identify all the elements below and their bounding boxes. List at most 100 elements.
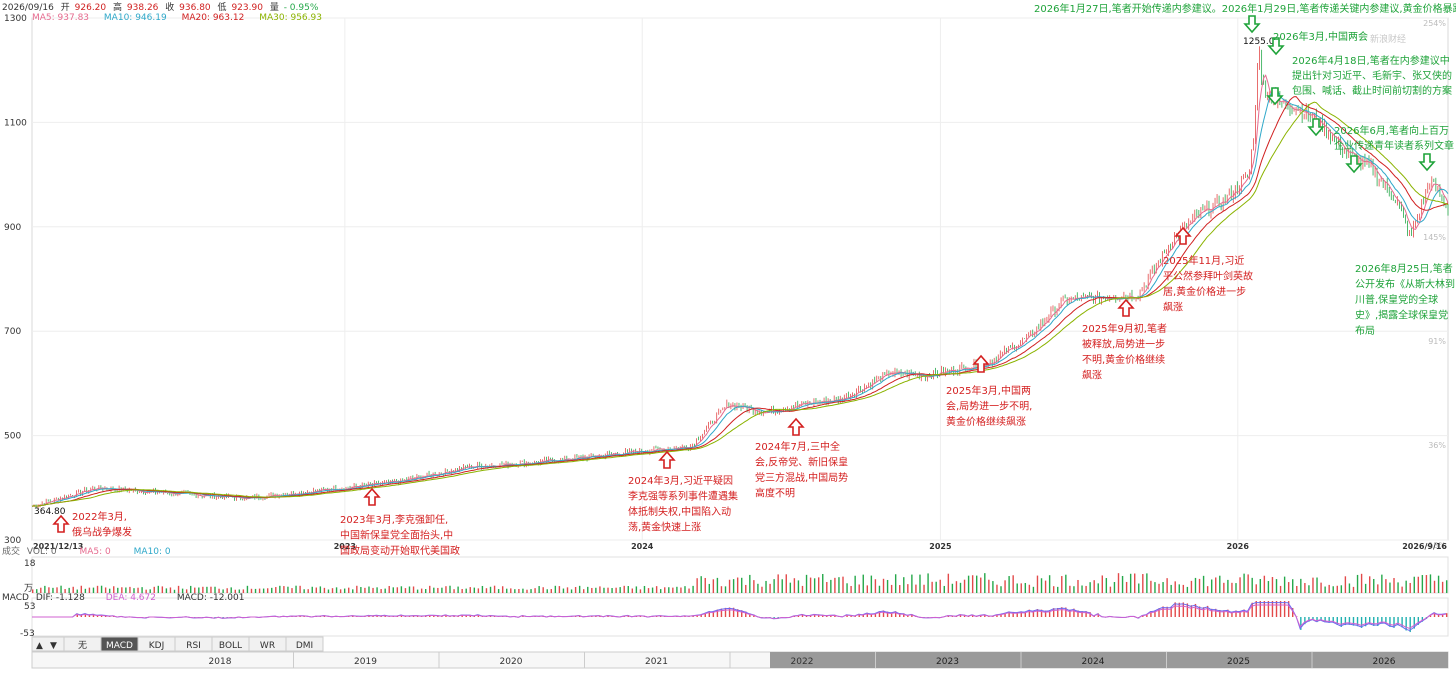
volume-bar bbox=[275, 587, 277, 593]
volume-bar bbox=[1146, 573, 1148, 593]
arrow-up-icon bbox=[1117, 298, 1135, 317]
volume-bar bbox=[1004, 580, 1006, 593]
volume-bar bbox=[595, 587, 597, 593]
volume-bar bbox=[882, 578, 885, 593]
arrow-down-icon bbox=[1267, 37, 1285, 56]
volume-bar bbox=[477, 588, 480, 593]
volume-bar bbox=[631, 588, 634, 593]
volume-bar bbox=[76, 589, 78, 593]
timeline-label: 2023 bbox=[936, 657, 959, 667]
annotation-red: 2025年9月初,笔者 bbox=[1082, 322, 1167, 335]
volume-bar bbox=[493, 585, 496, 593]
volume-bar bbox=[587, 586, 589, 593]
volume-bar bbox=[404, 588, 407, 593]
volume-bar bbox=[655, 586, 658, 593]
arrow-up-icon bbox=[787, 417, 805, 436]
volume-bar bbox=[315, 587, 318, 593]
volume-bar bbox=[1243, 573, 1245, 593]
macd-bar bbox=[1170, 606, 1172, 617]
macd-bar bbox=[429, 615, 431, 617]
tab-6[interactable] bbox=[285, 636, 324, 652]
annotation-green: 史》,揭露全球保皇党 bbox=[1355, 309, 1448, 322]
macd-bar bbox=[1421, 617, 1424, 622]
tab-label: DMI bbox=[296, 641, 313, 651]
volume-bar bbox=[408, 586, 411, 593]
scroll-up-icon[interactable]: ▲ bbox=[36, 641, 43, 651]
macd-bar bbox=[728, 607, 731, 617]
volume-bar bbox=[52, 587, 54, 593]
volume-bar bbox=[1360, 573, 1363, 593]
volume-bar bbox=[684, 586, 686, 593]
macd-bar bbox=[1316, 617, 1318, 623]
volume-bar bbox=[566, 587, 569, 593]
volume-bar bbox=[728, 579, 731, 593]
macd-value: MACD: -12.001 bbox=[177, 593, 245, 603]
volume-bar bbox=[258, 588, 261, 593]
volume-bar bbox=[1000, 586, 1002, 593]
volume-bar bbox=[664, 587, 666, 593]
annotation-red: 被释放,局势进一步 bbox=[1082, 338, 1165, 351]
low-value: 923.90 bbox=[231, 3, 263, 13]
macd-bar bbox=[1202, 607, 1205, 617]
volume-bar bbox=[514, 589, 516, 593]
macd-scale-bottom: -53 bbox=[20, 629, 35, 639]
header-bar: 2026/09/16 开 926.20 高 938.26 收 936.80 低 … bbox=[2, 1, 319, 13]
macd-bar bbox=[1052, 608, 1055, 617]
volume-bar bbox=[376, 587, 378, 593]
volume-bar bbox=[988, 579, 990, 593]
volume-bar bbox=[396, 587, 399, 593]
volume-bar bbox=[165, 588, 168, 593]
volume-bar bbox=[1138, 583, 1140, 593]
volume-bar bbox=[1198, 578, 1201, 593]
volume-bar bbox=[886, 579, 889, 593]
macd-bar bbox=[996, 614, 998, 617]
volume-bar bbox=[210, 586, 212, 593]
volume-ma5: MA5: 0 bbox=[79, 547, 111, 557]
volume-bar bbox=[992, 581, 994, 593]
macd-bar bbox=[890, 612, 893, 617]
volume-bar bbox=[947, 573, 950, 593]
volume-bar bbox=[331, 588, 334, 593]
header-date: 2026/09/16 bbox=[2, 3, 54, 13]
volume-bar bbox=[659, 589, 662, 593]
annotation-red: 中国新保皇党全面抬头,中 bbox=[340, 529, 453, 542]
volume-bar bbox=[915, 584, 917, 593]
volume-bar bbox=[461, 588, 463, 593]
volume-bar bbox=[449, 585, 451, 593]
macd-bar bbox=[1020, 611, 1022, 617]
volume-bar bbox=[651, 587, 654, 593]
macd-bar bbox=[813, 614, 816, 617]
annotations-red: 2022年3月, 俄乌战争爆发 2023年3月,李克强卸任, 中国新保皇党全面抬头,中… bbox=[72, 254, 1253, 573]
volume-bar bbox=[1093, 580, 1095, 593]
arrow-down-icon bbox=[1418, 153, 1436, 172]
macd-bar bbox=[1000, 613, 1002, 617]
volume-bar bbox=[1020, 583, 1022, 593]
volume-bar bbox=[194, 587, 196, 593]
volume-bar bbox=[307, 589, 309, 593]
annotation-arrows bbox=[52, 15, 1436, 533]
scroll-down-icon[interactable]: ▼ bbox=[50, 641, 57, 651]
macd-bar bbox=[1085, 611, 1087, 617]
volume-bar bbox=[352, 589, 354, 593]
volume-bar bbox=[611, 588, 613, 593]
volume-bar bbox=[441, 587, 443, 593]
annotation-green: 布局 bbox=[1355, 325, 1375, 337]
macd-bar bbox=[1397, 617, 1399, 626]
volume-bar bbox=[534, 588, 536, 593]
macd-bar bbox=[1024, 611, 1027, 617]
volume-bar bbox=[919, 574, 921, 593]
volume-bar bbox=[1320, 582, 1322, 593]
volume-bar bbox=[635, 586, 638, 593]
volume-bar bbox=[497, 589, 500, 593]
volume-bar bbox=[372, 587, 374, 593]
annotation-red: 黄金价格继续飙涨 bbox=[946, 415, 1026, 428]
macd-bar bbox=[745, 611, 747, 617]
macd-bar bbox=[1255, 601, 1257, 617]
volume-bar bbox=[1409, 582, 1411, 593]
volume-bar bbox=[627, 586, 629, 593]
timeline-selection[interactable] bbox=[770, 652, 1448, 668]
volume-bar bbox=[1255, 584, 1257, 593]
volume-bar bbox=[935, 581, 937, 593]
arrow-up-icon bbox=[363, 487, 381, 506]
plot-frame bbox=[31, 17, 1449, 541]
